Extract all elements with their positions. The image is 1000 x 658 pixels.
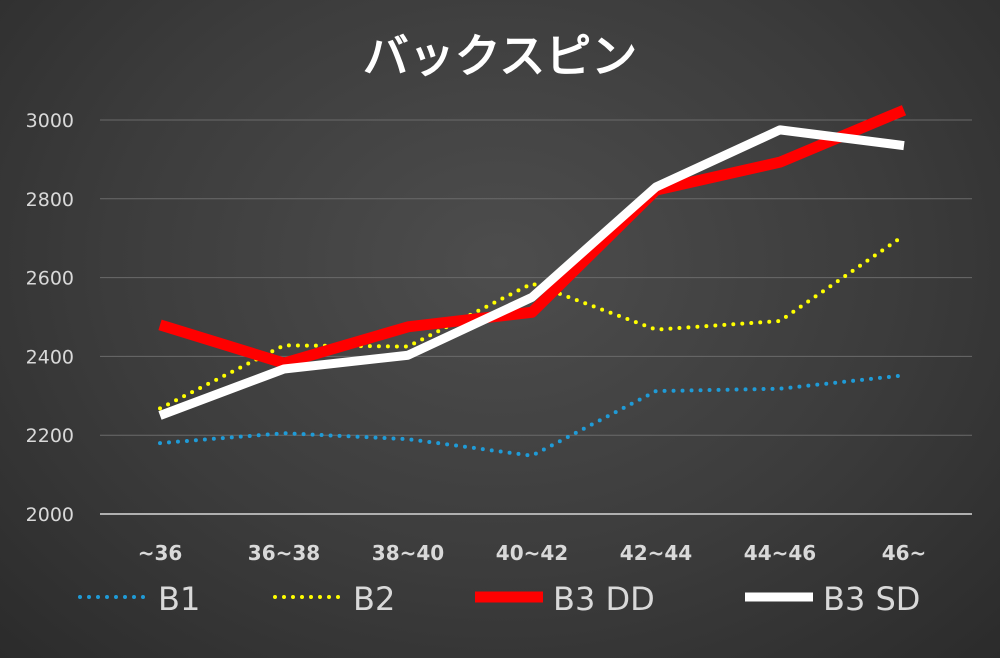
y-tick-label: 2200 bbox=[26, 425, 74, 447]
y-axis-ticks: 2000 2200 2400 2600 2800 3000 bbox=[26, 110, 74, 526]
y-tick-label: 2600 bbox=[26, 268, 74, 290]
series-b2 bbox=[158, 233, 906, 411]
legend-item-b2: B2 bbox=[273, 580, 395, 618]
legend-item-b3-sd: B3 SD bbox=[745, 580, 920, 618]
y-tick-label: 3000 bbox=[26, 110, 74, 132]
x-tick-label: 40~42 bbox=[496, 541, 568, 565]
legend: B1 B2 B3 DD B3 SD bbox=[78, 580, 920, 618]
y-tick-label: 2800 bbox=[26, 189, 74, 211]
legend-label: B3 DD bbox=[553, 580, 655, 618]
x-axis-ticks: ~36 36~38 38~40 40~42 42~44 44~46 46~ bbox=[138, 541, 927, 565]
legend-item-b3-dd: B3 DD bbox=[475, 580, 655, 618]
series-line bbox=[158, 233, 906, 411]
x-tick-label: 36~38 bbox=[248, 541, 320, 565]
x-tick-label: 42~44 bbox=[620, 541, 692, 565]
y-tick-label: 2000 bbox=[26, 504, 74, 526]
x-tick-label: 44~46 bbox=[744, 541, 816, 565]
legend-label: B3 SD bbox=[823, 580, 920, 618]
legend-label: B1 bbox=[158, 580, 200, 618]
x-tick-label: 46~ bbox=[882, 541, 927, 565]
chart-title: バックスピン bbox=[363, 29, 638, 83]
series-line bbox=[158, 125, 905, 420]
x-tick-label: ~36 bbox=[138, 541, 183, 565]
series-line bbox=[158, 373, 906, 458]
series-lines bbox=[158, 105, 907, 458]
y-tick-label: 2400 bbox=[26, 346, 74, 368]
series-line bbox=[158, 105, 907, 369]
series-b1 bbox=[158, 373, 906, 458]
legend-item-b1: B1 bbox=[78, 580, 200, 618]
legend-label: B2 bbox=[353, 580, 395, 618]
series-b3-dd bbox=[158, 105, 907, 369]
series-b3-sd bbox=[158, 125, 905, 420]
x-tick-label: 38~40 bbox=[372, 541, 444, 565]
